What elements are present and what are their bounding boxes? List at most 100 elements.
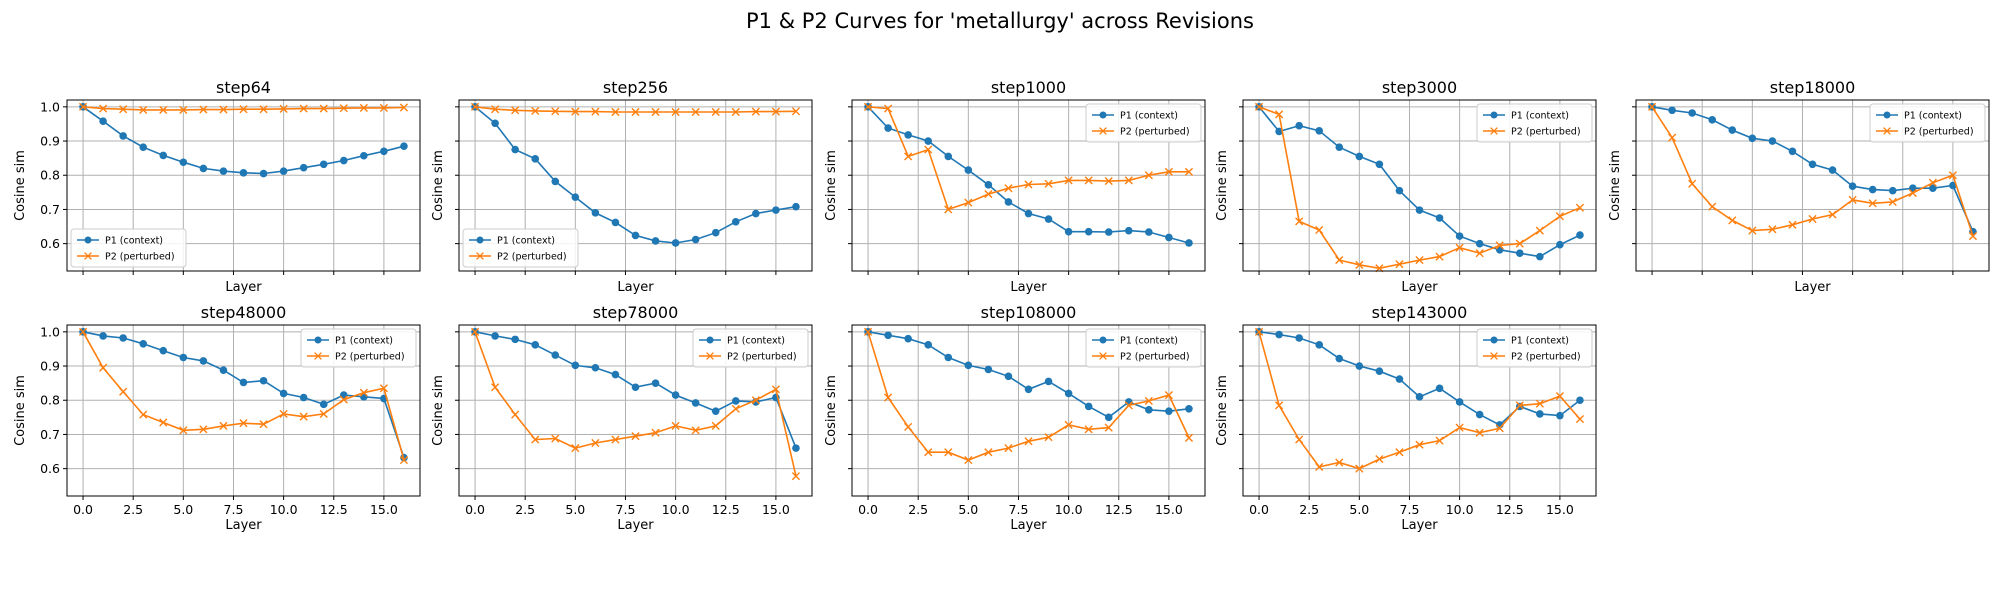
data-point-p2 — [1968, 232, 1978, 241]
legend-marker-p2 — [706, 352, 714, 360]
data-point-p1 — [199, 357, 208, 365]
data-point-p2 — [1044, 179, 1053, 188]
data-point-p1 — [1455, 398, 1464, 406]
subplot-step108000: 0.0 2.5 5.0 7.5 10.0 12.5 15.0 Layer Cosine sim s… — [824, 303, 1206, 533]
data-point-p2 — [78, 102, 88, 111]
legend-label: P1 (context) — [1511, 336, 1569, 347]
legend-marker-p1 — [314, 336, 322, 344]
data-point-p1 — [1064, 227, 1073, 236]
data-point-p2 — [984, 189, 993, 199]
data-point-p2 — [319, 409, 328, 419]
axes-frame — [1242, 99, 1597, 272]
data-point-p2 — [791, 472, 801, 481]
x-axis-label: Layer — [225, 280, 262, 295]
subplot-step18000: Layer Cosine sim step18000 P1 (context) P2 (… — [1608, 78, 1990, 295]
x-tick-label: 10.0 — [270, 502, 298, 517]
data-point-p2 — [1164, 167, 1173, 176]
data-point-p2 — [379, 103, 388, 112]
series-line-P1 (context) — [82, 106, 405, 175]
legend-label: P2 (perturbed) — [335, 352, 405, 363]
data-point-p1 — [1004, 372, 1013, 381]
legend-marker-p1 — [84, 236, 92, 244]
data-point-p2 — [239, 419, 248, 428]
legend-marker-p1 — [1099, 336, 1107, 344]
data-point-p1 — [631, 383, 640, 392]
data-point-p2 — [319, 104, 328, 113]
data-point-p2 — [1728, 216, 1737, 225]
legend-box — [70, 228, 187, 268]
data-point-p2 — [511, 106, 520, 115]
data-point-p2 — [611, 107, 620, 117]
data-point-p1 — [792, 202, 800, 211]
y-axis-label: Cosine sim — [1215, 375, 1230, 446]
data-point-p1 — [551, 177, 560, 186]
data-point-p1 — [279, 167, 288, 175]
data-point-p2 — [711, 421, 720, 430]
data-point-p2 — [1948, 171, 1957, 180]
data-point-p2 — [964, 198, 973, 207]
legend-label: P1 (context) — [1120, 336, 1178, 347]
data-point-p1 — [1888, 186, 1897, 195]
data-point-p1 — [1708, 116, 1717, 124]
data-point-p2 — [511, 410, 520, 419]
data-point-p1 — [1688, 109, 1696, 117]
data-point-p2 — [219, 421, 228, 430]
data-point-p1 — [319, 160, 328, 169]
data-point-p1 — [611, 218, 620, 227]
data-point-p2 — [399, 103, 409, 112]
data-point-p1 — [1124, 226, 1133, 235]
data-point-p2 — [671, 107, 680, 117]
data-point-p2 — [1184, 167, 1194, 176]
y-axis-label: Cosine sim — [13, 375, 28, 446]
data-point-p1 — [884, 331, 892, 340]
data-point-p2 — [751, 396, 760, 405]
data-point-p2 — [1647, 102, 1657, 111]
data-point-p2 — [159, 105, 168, 115]
data-point-p2 — [279, 104, 288, 113]
data-point-p2 — [771, 107, 780, 116]
data-point-p1 — [691, 399, 700, 407]
data-point-p2 — [1275, 401, 1284, 410]
data-point-p1 — [1375, 367, 1384, 375]
data-point-p2 — [631, 432, 640, 441]
data-point-p1 — [964, 166, 973, 174]
legend-marker-p2 — [1490, 127, 1498, 135]
data-point-p1 — [1165, 407, 1173, 415]
data-point-p1 — [1375, 160, 1384, 169]
data-point-p1 — [772, 206, 780, 214]
data-point-p2 — [1848, 195, 1857, 204]
x-tick-label: 12.5 — [1496, 502, 1524, 517]
data-point-p1 — [299, 163, 308, 172]
x-tick-label: 2.5 — [908, 502, 928, 517]
legend: P1 (context) P2 (perturbed) — [1085, 328, 1202, 368]
data-point-p1 — [1275, 127, 1283, 136]
y-tick-label: 0.7 — [40, 202, 60, 217]
data-point-p1 — [944, 152, 953, 161]
legend-marker-p2 — [1099, 127, 1107, 135]
x-tick-label: 15.0 — [1155, 502, 1183, 517]
data-point-p1 — [1165, 233, 1173, 242]
data-point-p2 — [1004, 444, 1013, 453]
data-point-p1 — [1848, 182, 1857, 190]
x-tick-label: 0.0 — [465, 502, 485, 517]
data-point-p1 — [1515, 249, 1524, 258]
data-point-p1 — [1536, 410, 1544, 418]
legend-label: P1 (context) — [1511, 111, 1569, 122]
figure-title: P1 & P2 Curves for 'metallurgy' across R… — [746, 9, 1254, 33]
x-tick-label: 5.0 — [565, 502, 585, 517]
data-point-p2 — [1064, 420, 1073, 429]
subplot-step3000: Layer Cosine sim step3000 P1 (context) P2 (p… — [1215, 78, 1597, 295]
x-tick-label: 15.0 — [1546, 502, 1574, 517]
data-point-p2 — [491, 383, 500, 392]
data-point-p2 — [139, 105, 148, 115]
data-point-p2 — [1475, 428, 1484, 437]
data-point-p2 — [119, 387, 128, 396]
x-axis-label: Layer — [1010, 280, 1047, 295]
data-point-p1 — [1435, 384, 1444, 393]
data-point-p2 — [1495, 424, 1504, 433]
data-point-p2 — [179, 105, 188, 115]
data-point-p1 — [964, 361, 973, 370]
data-point-p1 — [531, 155, 540, 163]
data-point-p2 — [791, 107, 801, 116]
data-point-p2 — [1768, 225, 1777, 234]
